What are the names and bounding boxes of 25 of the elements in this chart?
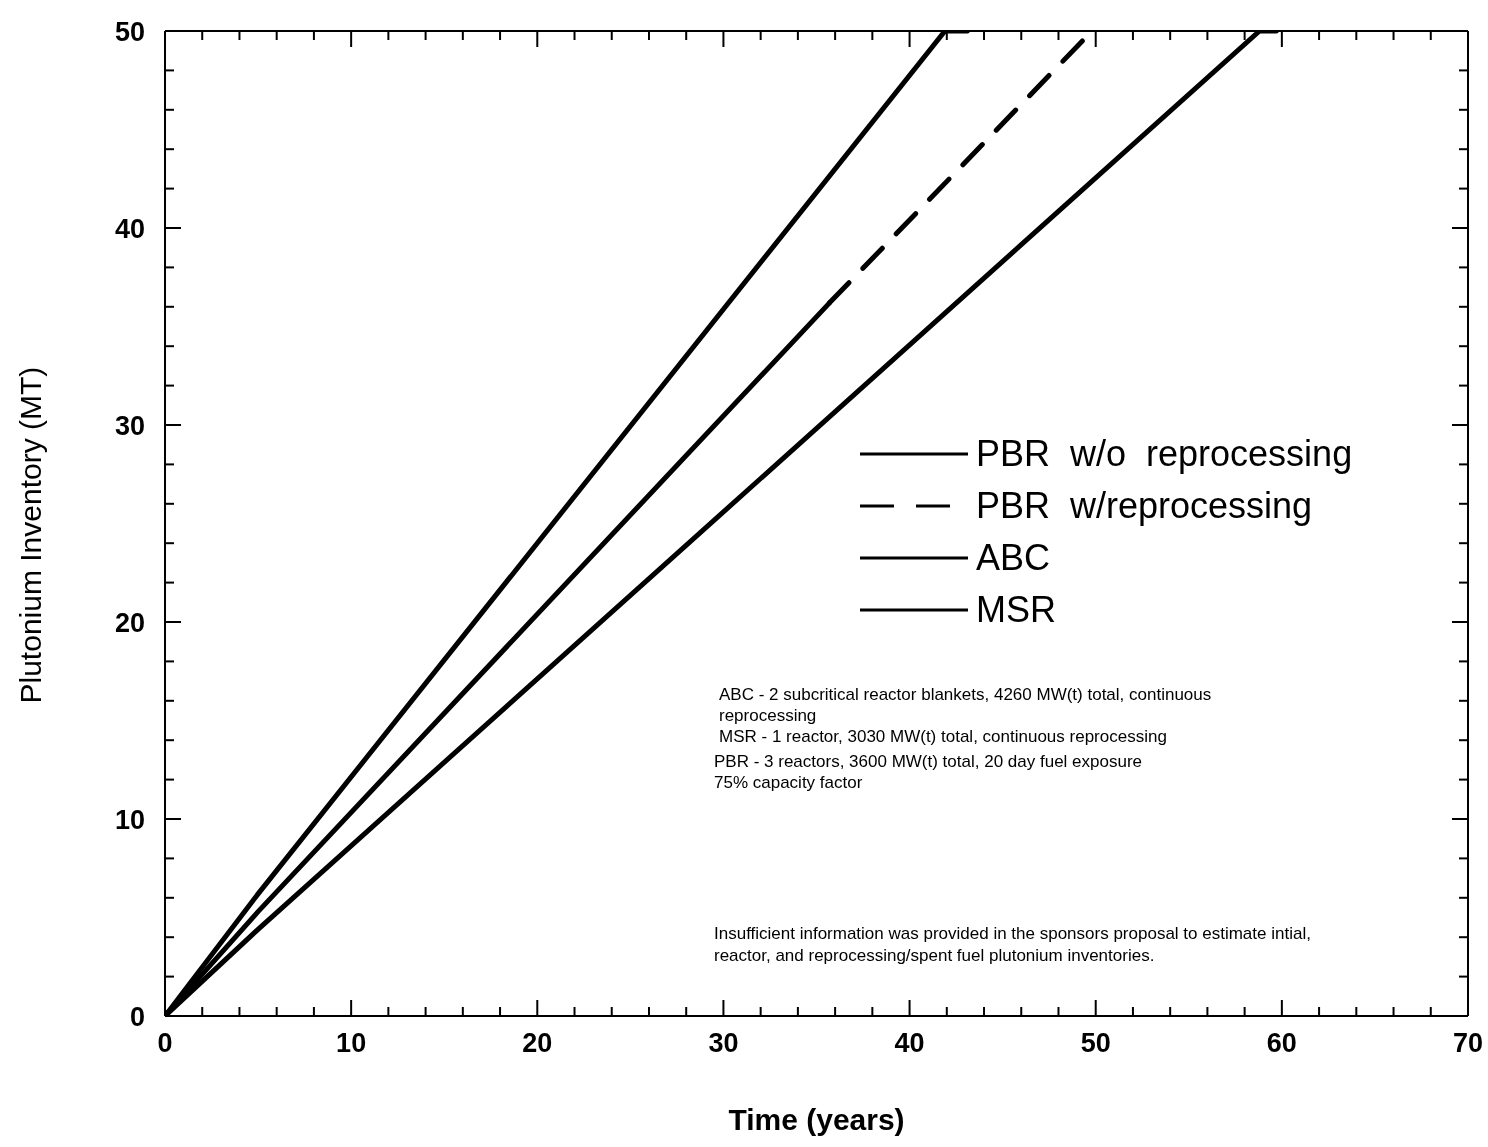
x-tick-label: 20 [522,1028,553,1058]
legend-label: PBR w/o reprocessing [976,433,1353,475]
legend-label: ABC [976,537,1051,579]
y-tick-label: 0 [129,1002,145,1032]
y-tick-label: 40 [114,214,145,244]
y-axis-title: Plutonium Inventory (MT) [13,366,47,704]
annotation: ABC - 2 subcritical reactor blankets, 4260 MW(t) total, continuous reprocessing [718,684,1213,726]
x-tick-label: 10 [336,1028,367,1058]
y-tick-label: 10 [114,805,145,835]
x-axis-title: Time (years) [728,1103,905,1136]
legend-label: MSR [976,589,1056,631]
x-tick-label: 0 [157,1028,173,1058]
x-tick-label: 40 [894,1028,925,1058]
annotation: PBR - 3 reactors, 3600 MW(t) total, 20 day fuel exposure [714,751,1144,772]
x-tick-label: 30 [708,1028,739,1058]
x-tick-label: 60 [1266,1028,1297,1058]
x-tick-label: 70 [1452,1028,1484,1058]
annotation: MSR - 1 reactor, 3030 MW(t) total, continuous reprocessing [718,726,1168,747]
annotation: Insufficient information was provided in the sponsors proposal to estimate intial, reactor, and reprocessing/spent fuel plutonium inventories. [714,923,1312,967]
y-tick-label: 50 [114,17,145,47]
annotation: 75% capacity factor [714,772,864,793]
x-tick-label: 50 [1080,1028,1111,1058]
y-tick-label: 30 [114,411,145,441]
legend-label: PBR w/reprocessing [976,485,1313,527]
y-tick-label: 20 [114,608,145,638]
